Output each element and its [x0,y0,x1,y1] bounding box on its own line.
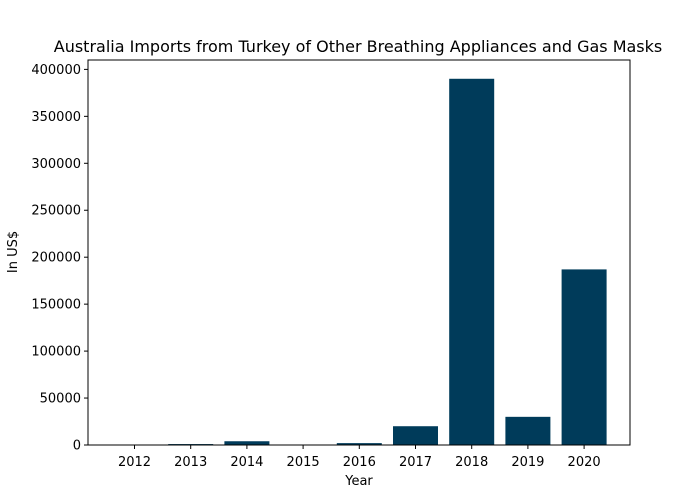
y-tick-label: 400000 [31,63,81,78]
bar-2017 [393,426,438,445]
x-tick-label: 2020 [568,455,601,470]
x-tick-label: 2019 [511,455,544,470]
bar-2016 [336,443,382,445]
chart-title: Australia Imports from Turkey of Other B… [54,37,663,56]
bar-2019 [505,416,551,445]
bar-2014 [224,441,270,445]
x-tick-label: 2012 [118,455,151,470]
y-tick-label: 200000 [31,251,81,266]
y-tick-label: 150000 [31,298,81,313]
bar-2020 [561,269,607,445]
x-tick-label: 2013 [174,455,207,470]
y-tick-label: 50000 [40,392,81,407]
y-tick-label: 350000 [31,110,81,125]
x-tick-label: 2016 [343,455,376,470]
x-tick-label: 2014 [230,455,263,470]
y-tick-label: 250000 [31,204,81,219]
x-tick-label: 2018 [455,455,488,470]
bars-group [112,78,607,445]
bar-2018 [449,78,495,445]
y-tick-label: 0 [73,439,81,454]
y-tick-label: 100000 [31,345,81,360]
y-tick-label: 300000 [31,157,81,172]
y-axis-label: In US$ [6,231,21,273]
x-tick-label: 2015 [287,455,320,470]
x-axis-ticks: 2012 2013 2014 2015 2016 2017 2018 2019 2020 [118,445,601,470]
x-axis-label: Year [344,474,373,489]
x-tick-label: 2017 [399,455,432,470]
plot-area-frame [87,59,631,446]
y-axis-ticks: 0 50000 100000 150000 200000 250000 300000 3500… [31,63,88,454]
